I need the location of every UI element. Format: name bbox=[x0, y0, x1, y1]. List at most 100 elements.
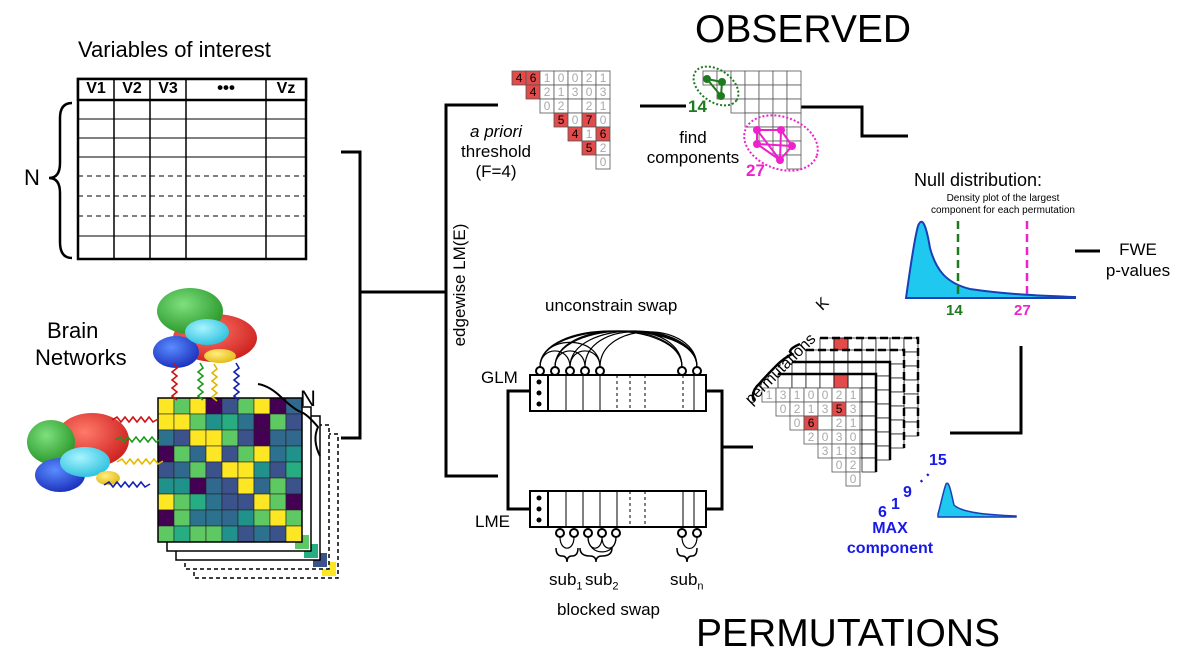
max-label-1: MAX bbox=[872, 520, 908, 537]
connectivity-cell bbox=[157, 397, 175, 415]
connectivity-cell bbox=[205, 477, 223, 495]
connectivity-cell bbox=[253, 445, 271, 463]
perm-layer-cell bbox=[875, 445, 891, 461]
connectivity-cell bbox=[205, 397, 223, 415]
connectivity-cell bbox=[253, 493, 271, 511]
matrix-value: 6 bbox=[530, 71, 537, 85]
matrix-cell bbox=[772, 84, 788, 100]
matrix-cell bbox=[758, 98, 774, 114]
connectivity-cell bbox=[189, 493, 207, 511]
lme-subject-node bbox=[555, 528, 565, 538]
matrix-cell bbox=[772, 98, 788, 114]
glm-subject-node bbox=[550, 366, 560, 376]
connectivity-cell bbox=[189, 525, 207, 543]
perm-layer-cell bbox=[805, 373, 821, 389]
component-size-14: 14 bbox=[688, 97, 707, 116]
connectivity-cell bbox=[253, 525, 271, 543]
variables-table bbox=[48, 77, 308, 261]
lme-swap bbox=[529, 490, 707, 563]
brain-label-line1: Brain bbox=[47, 318, 99, 343]
max-dist-thumbnail bbox=[937, 482, 1017, 518]
lme-subject-node bbox=[583, 528, 593, 538]
col-header-v3: V3 bbox=[158, 80, 178, 97]
lme-subject-node bbox=[611, 528, 621, 538]
threshold-line3: (F=4) bbox=[475, 162, 517, 181]
connectivity-cell bbox=[205, 429, 223, 447]
connectivity-cell bbox=[269, 493, 287, 511]
connectivity-cell bbox=[173, 461, 191, 479]
null-dist-title: Null distribution: bbox=[914, 170, 1043, 190]
perm-layer-cell bbox=[861, 373, 877, 389]
matrix-value: 2 bbox=[794, 402, 801, 416]
matrix-value: 3 bbox=[822, 402, 829, 416]
lme-subject-node bbox=[597, 528, 607, 538]
matrix-value: 3 bbox=[822, 444, 829, 458]
matrix-value: 0 bbox=[572, 71, 579, 85]
threshold-line2: threshold bbox=[461, 142, 531, 161]
connectivity-cell bbox=[157, 445, 175, 463]
matrix-cell bbox=[758, 84, 774, 100]
connectivity-cell bbox=[285, 461, 303, 479]
perm-layer-cell bbox=[875, 417, 891, 433]
matrix-value: 6 bbox=[808, 416, 815, 430]
connectivity-cell bbox=[205, 493, 223, 511]
connectivity-cell bbox=[157, 429, 175, 447]
perm-layer-cell bbox=[847, 373, 863, 389]
permutations-title: PERMUTATIONS bbox=[696, 612, 1001, 655]
perm-layer-cell bbox=[903, 421, 919, 437]
matrix-value: 1 bbox=[586, 127, 593, 141]
edgewise-label: edgewise LM(E) bbox=[450, 223, 469, 347]
matrix-value: 6 bbox=[600, 127, 607, 141]
find-label: find bbox=[679, 128, 707, 147]
matrix-value: 3 bbox=[850, 444, 857, 458]
component-27-graph bbox=[753, 126, 796, 164]
components-matrix bbox=[692, 65, 819, 172]
connectivity-cell bbox=[173, 429, 191, 447]
brain-icon-top bbox=[153, 288, 257, 368]
matrix-value: 5 bbox=[836, 402, 843, 416]
perm-layer-cell bbox=[889, 433, 905, 449]
matrix-value: 0 bbox=[586, 85, 593, 99]
swap-arc bbox=[599, 331, 698, 368]
subject-2-label: sub2 bbox=[585, 570, 619, 593]
matrix-value: 2 bbox=[836, 388, 843, 402]
blocked-swap-arc bbox=[681, 536, 698, 550]
rows-label-n: N bbox=[24, 165, 40, 190]
connectivity-cell bbox=[205, 445, 223, 463]
matrix-value: 2 bbox=[600, 141, 607, 155]
connectivity-cell bbox=[205, 461, 223, 479]
glm-subject-node bbox=[677, 366, 687, 376]
connectivity-cell bbox=[285, 413, 303, 431]
connectivity-cell bbox=[221, 509, 239, 527]
connectivity-cell bbox=[253, 509, 271, 527]
connectivity-cell bbox=[285, 477, 303, 495]
lme-label: LME bbox=[475, 512, 510, 531]
threshold-line1: a priori bbox=[470, 122, 522, 141]
perm-layer-cell bbox=[889, 391, 905, 407]
connectivity-cell bbox=[189, 397, 207, 415]
matrix-stack bbox=[157, 397, 339, 579]
connectivity-cell bbox=[157, 477, 175, 495]
connectivity-cell bbox=[237, 461, 255, 479]
k-brace bbox=[751, 342, 801, 402]
matrix-value: 0 bbox=[600, 113, 607, 127]
perm-layer-cell bbox=[819, 373, 835, 389]
perm-layer-cell bbox=[903, 337, 919, 353]
brain-icon-bottom bbox=[27, 413, 129, 492]
brain-networks-graphic bbox=[27, 288, 339, 579]
matrix-cell bbox=[786, 126, 802, 142]
connectivity-cell bbox=[221, 461, 239, 479]
matrix-value: 0 bbox=[572, 113, 579, 127]
subject-1-label: sub1 bbox=[549, 570, 583, 593]
tree-connectors bbox=[341, 103, 1100, 511]
permutation-stack: 1 3 1 0 0 2 10 2 1 3 5 30 6 2 12 0 3 03 1 30 20 bbox=[751, 336, 1017, 518]
perm-layer-edge bbox=[778, 372, 878, 472]
matrix-value: 1 bbox=[850, 416, 857, 430]
connectivity-cell bbox=[269, 477, 287, 495]
col-header-ellipsis: ••• bbox=[217, 78, 235, 97]
connectivity-cell bbox=[189, 429, 207, 447]
perm-layer-cell bbox=[861, 415, 877, 431]
subject-n-label: subn bbox=[670, 570, 704, 593]
matrix-value: 4 bbox=[516, 71, 523, 85]
lme-subject-node bbox=[677, 528, 687, 538]
